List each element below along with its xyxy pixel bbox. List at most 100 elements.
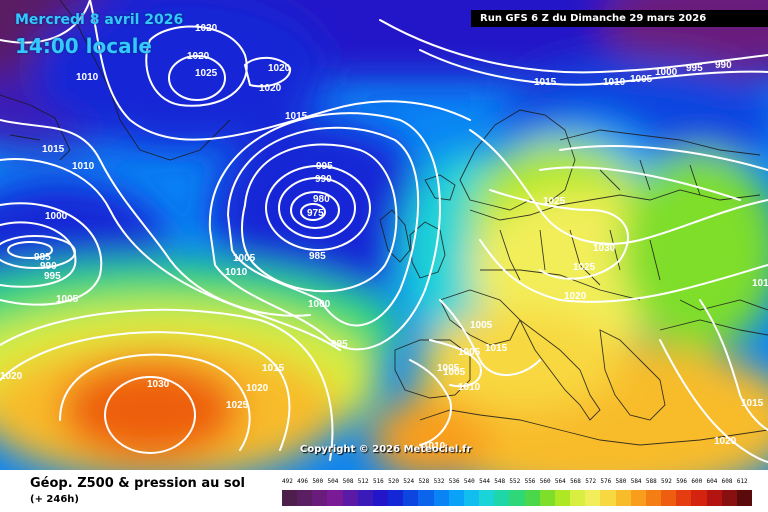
scale-color-cell [282, 490, 298, 506]
scale-color-cell [645, 490, 662, 506]
pressure-label: 1005 [470, 320, 493, 331]
forecast-map: 1020 1020 1025 1020 1020 1015 1010 1015 1010 1000… [0, 0, 768, 470]
scale-label: 604 [706, 478, 718, 485]
pressure-label: 1010 [458, 382, 481, 393]
scale-label: 544 [479, 478, 490, 485]
pressure-label: 990 [715, 60, 732, 71]
scale-label: 608 [721, 478, 733, 485]
pressure-label: 985 [34, 252, 51, 263]
pressure-label: 1020 [195, 23, 218, 34]
pressure-label: 1010 [72, 161, 95, 172]
legend-title: Géop. Z500 & pression au sol [30, 476, 245, 491]
forecast-date: Mercredi 8 avril 2026 [15, 12, 184, 28]
scale-color-cell [539, 490, 556, 506]
pressure-label: 1010 [603, 77, 626, 88]
scale-label: 564 [554, 478, 566, 485]
pressure-label: 1010 [225, 267, 248, 278]
pressure-label: 1020 [246, 383, 269, 394]
scale-color-cell [706, 490, 723, 506]
pressure-label: 1020 [259, 83, 282, 94]
pressure-label: 1015 [262, 363, 285, 374]
pressure-label: 1025 [195, 68, 218, 79]
pressure-label: 1020 [564, 291, 587, 302]
pressure-label: 1020 [187, 51, 210, 62]
copyright-notice: Copyright © 2026 Meteociel.fr [300, 444, 472, 455]
pressure-label: 1005 [437, 363, 460, 374]
scale-label: 548 [494, 478, 506, 485]
pressure-label: 1000 [45, 211, 68, 222]
scale-label: 496 [297, 478, 308, 485]
pressure-label: 995 [44, 271, 61, 282]
pressure-label: 1025 [573, 262, 596, 273]
scale-label: 560 [539, 478, 551, 485]
pressure-label: 975 [307, 208, 324, 219]
scale-label: 532 [433, 478, 445, 485]
scale-color-cell [570, 490, 586, 506]
scale-label: 500 [312, 478, 324, 485]
scale-label: 524 [403, 478, 415, 485]
pressure-label: 1005 [443, 367, 466, 378]
scale-color-cell [403, 490, 419, 506]
scale-label: 572 [585, 478, 597, 485]
pressure-label: 1030 [147, 379, 170, 390]
pressure-label: 1005 [233, 253, 256, 264]
scale-color-cell [554, 490, 571, 506]
scale-color-cell [615, 490, 632, 506]
pressure-label: 1005 [56, 294, 79, 305]
scale-label: 596 [676, 478, 688, 485]
pressure-label: 1000 [655, 67, 678, 78]
pressure-label: 1020 [268, 63, 291, 74]
scale-color-cell [494, 490, 510, 506]
scale-label: 588 [645, 478, 657, 485]
pressure-label: 1010 [76, 72, 99, 83]
scale-color-cell [372, 490, 389, 506]
forecast-time: 14:00 locale [15, 34, 152, 58]
pressure-label: 980 [313, 194, 330, 205]
scale-color-cell [661, 490, 677, 506]
scale-color-cell [585, 490, 601, 506]
scale-label: 504 [327, 478, 339, 485]
pressure-label: 1015 [42, 144, 65, 155]
scale-label: 492 [282, 478, 293, 485]
scale-label: 576 [600, 478, 612, 485]
scale-label: 568 [570, 478, 581, 485]
pressure-label: 995 [686, 63, 703, 74]
scale-label: 520 [388, 478, 399, 485]
pressure-label: 1015 [534, 77, 557, 88]
pressure-label: 985 [309, 251, 326, 262]
pressure-label: 1025 [543, 196, 566, 207]
pressure-label: 1020 [714, 436, 737, 447]
pressure-label: 1005 [458, 347, 481, 358]
scale-color-cell [297, 490, 313, 506]
scale-color-cell [676, 490, 692, 506]
scale-color-cell [509, 490, 526, 506]
scale-color-cell [524, 490, 541, 506]
scale-color-cell [479, 490, 495, 506]
pressure-label: 990 [40, 261, 57, 272]
scale-label: 508 [342, 478, 354, 485]
scale-color-cell [721, 490, 738, 506]
scale-label: 540 [463, 478, 475, 485]
scale-color-cell [342, 490, 359, 506]
scale-label: 584 [630, 478, 642, 485]
forecast-lead-time: (+ 246h) [30, 494, 79, 505]
scale-color-cell [418, 490, 435, 506]
pressure-label: 1005 [630, 74, 653, 85]
model-run-info: Run GFS 6 Z du Dimanche 29 mars 2026 [471, 10, 768, 27]
scale-color-cell [736, 490, 753, 506]
scale-color-cell [433, 490, 450, 506]
scale-color-cell [630, 490, 647, 506]
scale-label: 612 [736, 478, 748, 485]
scale-label: 528 [418, 478, 430, 485]
scale-color-cell [600, 490, 617, 506]
pressure-label: 1025 [226, 400, 249, 411]
pressure-label: 1015 [741, 398, 764, 409]
scale-label: 592 [661, 478, 672, 485]
scale-color-cell [691, 490, 707, 506]
pressure-label: 1015 [485, 343, 508, 354]
pressure-label: 1000 [308, 299, 331, 310]
scale-label: 580 [615, 478, 627, 485]
isobars [0, 0, 768, 463]
geopotential-field: 1020 1020 1025 1020 1020 1015 1010 1015 1010 1000… [0, 0, 768, 470]
